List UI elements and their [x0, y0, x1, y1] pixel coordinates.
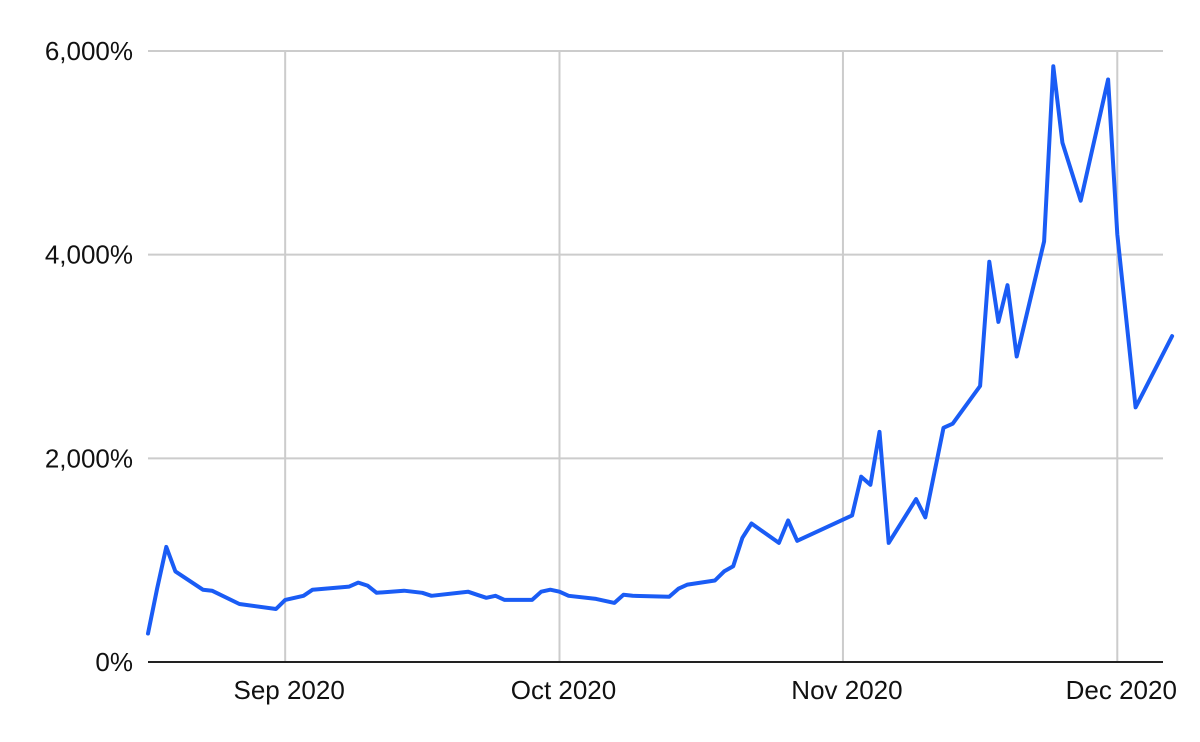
x-tick-label: Sep 2020	[233, 675, 344, 705]
x-tick-label: Nov 2020	[791, 675, 902, 705]
y-tick-label: 0%	[95, 647, 133, 677]
y-tick-label: 2,000%	[45, 443, 133, 473]
y-tick-label: 4,000%	[45, 240, 133, 270]
x-tick-label: Dec 2020	[1066, 675, 1177, 705]
tick-labels: 0% 2,000% 4,000% 6,000% Sep 2020 Oct 2020 Nov …	[45, 36, 1177, 705]
x-tick-label: Oct 2020	[511, 675, 617, 705]
series-line	[146, 64, 1175, 636]
y-tick-label: 6,000%	[45, 36, 133, 66]
series-lines	[146, 64, 1175, 636]
grid-lines	[148, 50, 1163, 662]
